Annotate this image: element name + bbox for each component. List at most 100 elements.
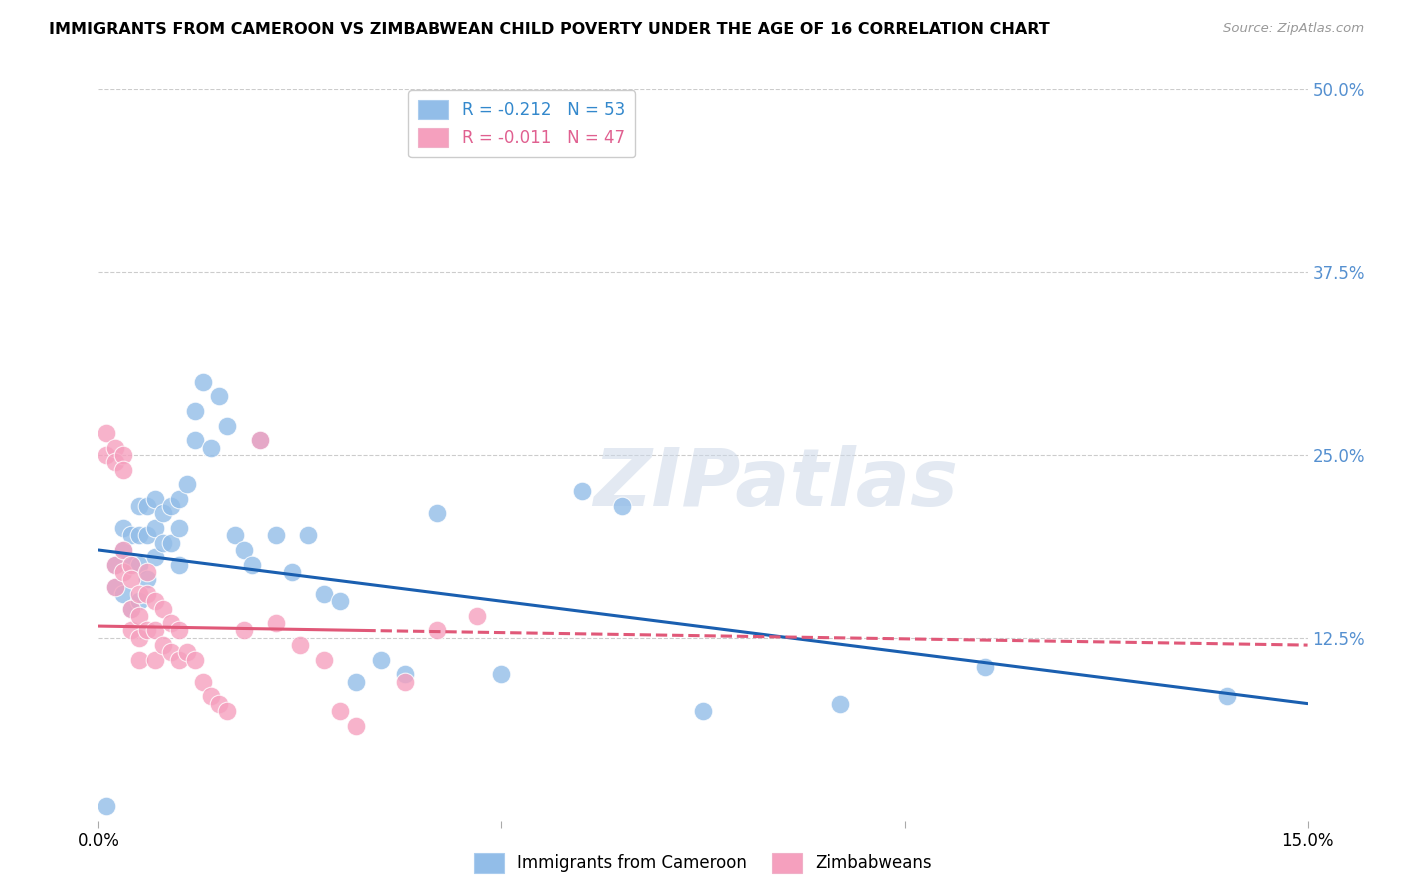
Point	[128, 558, 150, 572]
Point	[426, 507, 449, 521]
Point	[232, 543, 254, 558]
Point	[394, 674, 416, 689]
Point	[232, 624, 254, 638]
Point	[160, 616, 183, 631]
Point	[152, 507, 174, 521]
Point	[344, 718, 367, 732]
Point	[135, 565, 157, 579]
Point	[176, 645, 198, 659]
Point	[111, 543, 134, 558]
Point	[111, 587, 134, 601]
Point	[1216, 690, 1239, 704]
Point	[249, 434, 271, 448]
Point	[167, 558, 190, 572]
Point	[167, 491, 190, 506]
Point	[120, 601, 142, 615]
Point	[143, 491, 166, 506]
Point	[135, 528, 157, 542]
Point	[103, 455, 125, 469]
Point	[152, 535, 174, 549]
Point	[152, 638, 174, 652]
Point	[96, 799, 118, 814]
Point	[143, 594, 166, 608]
Point	[828, 697, 851, 711]
Point	[103, 558, 125, 572]
Point	[128, 594, 150, 608]
Point	[465, 608, 488, 623]
Point	[96, 448, 118, 462]
Point	[217, 704, 239, 718]
Point	[120, 601, 142, 615]
Point	[344, 674, 367, 689]
Point	[111, 543, 134, 558]
Point	[128, 631, 150, 645]
Point	[264, 616, 287, 631]
Point	[152, 601, 174, 615]
Point	[184, 434, 207, 448]
Point	[692, 704, 714, 718]
Point	[128, 499, 150, 513]
Point	[103, 441, 125, 455]
Point	[314, 587, 336, 601]
Point	[281, 565, 304, 579]
Point	[184, 404, 207, 418]
Point	[160, 645, 183, 659]
Point	[491, 667, 513, 681]
Point	[128, 608, 150, 623]
Point	[240, 558, 263, 572]
Point	[571, 484, 593, 499]
Point	[135, 624, 157, 638]
Point	[264, 528, 287, 542]
Point	[193, 375, 215, 389]
Point	[297, 528, 319, 542]
Point	[314, 653, 336, 667]
Point	[120, 624, 142, 638]
Point	[184, 653, 207, 667]
Point	[217, 418, 239, 433]
Point	[111, 521, 134, 535]
Point	[394, 667, 416, 681]
Point	[224, 528, 246, 542]
Point	[160, 535, 183, 549]
Point	[135, 587, 157, 601]
Point	[143, 550, 166, 565]
Point	[143, 624, 166, 638]
Legend: Immigrants from Cameroon, Zimbabweans: Immigrants from Cameroon, Zimbabweans	[467, 847, 939, 880]
Point	[208, 697, 231, 711]
Point	[370, 653, 392, 667]
Point	[208, 389, 231, 403]
Point	[120, 558, 142, 572]
Point	[167, 624, 190, 638]
Point	[193, 674, 215, 689]
Point	[167, 521, 190, 535]
Point	[128, 653, 150, 667]
Point	[120, 572, 142, 586]
Text: ZIPatlas: ZIPatlas	[593, 445, 957, 524]
Point	[128, 587, 150, 601]
Point	[200, 690, 222, 704]
Point	[288, 638, 311, 652]
Point	[96, 425, 118, 440]
Point	[200, 441, 222, 455]
Point	[120, 558, 142, 572]
Point	[249, 434, 271, 448]
Point	[103, 558, 125, 572]
Text: Source: ZipAtlas.com: Source: ZipAtlas.com	[1223, 22, 1364, 36]
Point	[135, 572, 157, 586]
Legend: R = -0.212   N = 53, R = -0.011   N = 47: R = -0.212 N = 53, R = -0.011 N = 47	[408, 90, 636, 157]
Point	[103, 580, 125, 594]
Point	[143, 653, 166, 667]
Point	[160, 499, 183, 513]
Point	[111, 565, 134, 579]
Point	[176, 477, 198, 491]
Point	[128, 528, 150, 542]
Point	[612, 499, 634, 513]
Point	[120, 528, 142, 542]
Point	[426, 624, 449, 638]
Point	[974, 660, 997, 674]
Point	[329, 594, 352, 608]
Point	[111, 462, 134, 476]
Point	[167, 653, 190, 667]
Point	[103, 580, 125, 594]
Point	[111, 448, 134, 462]
